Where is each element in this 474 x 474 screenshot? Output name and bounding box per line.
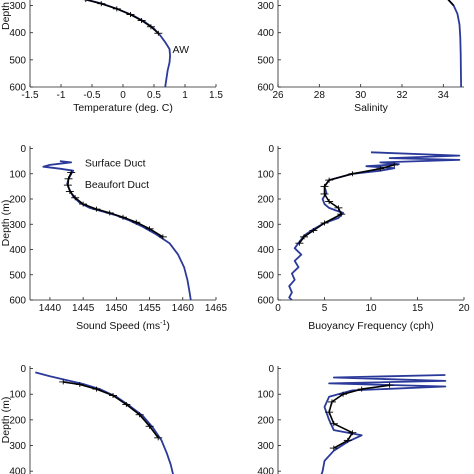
y-tick-label: 100 bbox=[257, 390, 274, 401]
y-tick-label: 200 bbox=[257, 415, 274, 426]
x-tick-label: 0 bbox=[275, 303, 281, 314]
x-tick-label: 1465 bbox=[205, 303, 228, 314]
y-tick-label: 500 bbox=[9, 55, 26, 66]
x-tick-label: 1440 bbox=[39, 303, 62, 314]
y-tick-label: 0 bbox=[20, 144, 26, 155]
x-axis-label: Buoyancy Frequency (cph) bbox=[308, 320, 433, 332]
chart-bottom-left: 0 100 200 300 400 Depth (m) bbox=[0, 364, 174, 474]
plot-area bbox=[35, 371, 174, 474]
plot-area bbox=[320, 374, 447, 474]
y-axis-label: Depth (m) bbox=[0, 200, 12, 247]
chart-bottom-right: 0 100 200 300 400 bbox=[257, 364, 447, 474]
x-tick-label: 0.5 bbox=[147, 90, 161, 101]
x-tick-label: 1455 bbox=[138, 303, 161, 314]
y-tick-label: 500 bbox=[9, 270, 26, 281]
x-tick-label: 20 bbox=[458, 303, 470, 314]
x-axis-label: Salinity bbox=[354, 102, 389, 114]
y-tick-label: 300 bbox=[257, 1, 274, 12]
y-tick-label: 400 bbox=[257, 28, 274, 39]
y-tick-label: 0 bbox=[268, 364, 274, 375]
y-tick-label: 400 bbox=[257, 245, 274, 256]
x-tick-label: 26 bbox=[272, 90, 284, 101]
y-tick-label: 400 bbox=[257, 467, 274, 474]
plot-area bbox=[81, 0, 172, 87]
y-tick-label: 600 bbox=[257, 83, 274, 94]
y-axis-label: Depth (m) bbox=[0, 397, 12, 444]
y-tick-label: 400 bbox=[9, 467, 26, 474]
model-series-line bbox=[447, 0, 462, 87]
x-tick-label: 0 bbox=[120, 90, 126, 101]
y-tick-label: 100 bbox=[9, 390, 26, 401]
x-tick-label: 30 bbox=[355, 90, 367, 101]
x-tick-label: 34 bbox=[438, 90, 450, 101]
y-tick-label: 600 bbox=[257, 296, 274, 307]
y-tick-label: 400 bbox=[9, 28, 26, 39]
y-tick-label: 200 bbox=[9, 195, 26, 206]
plot-area bbox=[42, 160, 192, 300]
chart-sound-speed: 0 100 200 300 400 500 600 1440 1445 1450 1455 1460 1… bbox=[0, 144, 228, 332]
y-tick-label: 0 bbox=[268, 144, 274, 155]
model-series-line bbox=[288, 151, 461, 300]
y-tick-label: 300 bbox=[257, 441, 274, 452]
y-tick-label: 100 bbox=[9, 169, 26, 180]
y-tick-label: 200 bbox=[257, 195, 274, 206]
x-tick-label: -1 bbox=[57, 90, 66, 101]
observed-series-line bbox=[447, 0, 455, 7]
model-series-line bbox=[35, 371, 174, 474]
x-tick-label: -1.5 bbox=[21, 90, 39, 101]
y-tick-label: 300 bbox=[9, 1, 26, 12]
y-tick-label: 100 bbox=[257, 169, 274, 180]
x-tick-label: 1 bbox=[182, 90, 188, 101]
y-tick-label: 0 bbox=[20, 364, 26, 375]
x-axis-label: Temperature (deg. C) bbox=[73, 102, 173, 114]
x-tick-label: 1445 bbox=[72, 303, 95, 314]
y-axis-label: Depth bbox=[0, 2, 12, 30]
model-series-line bbox=[320, 374, 447, 474]
chart-temperature: 300 400 500 600-1.5 -1 -0.5 0 0.5 1 1.5 Temperatur… bbox=[0, 0, 223, 114]
x-tick-label: 1460 bbox=[172, 303, 195, 314]
x-tick-label: 1450 bbox=[105, 303, 128, 314]
y-tick-label: 200 bbox=[9, 415, 26, 426]
y-tick-label: 400 bbox=[9, 245, 26, 256]
observed-series-line bbox=[83, 0, 159, 34]
x-tick-label: 5 bbox=[322, 303, 328, 314]
observed-series-line bbox=[63, 381, 159, 439]
x-tick-label: 10 bbox=[365, 303, 377, 314]
y-tick-label: 500 bbox=[257, 270, 274, 281]
x-tick-label: 32 bbox=[396, 90, 408, 101]
y-tick-label: 500 bbox=[257, 55, 274, 66]
model-series-line bbox=[42, 160, 192, 300]
plot-area bbox=[447, 0, 462, 87]
x-tick-label: 28 bbox=[314, 90, 326, 101]
plot-area bbox=[288, 151, 461, 300]
y-tick-label: 300 bbox=[9, 441, 26, 452]
annotation: Surface Duct bbox=[85, 157, 146, 169]
x-axis-label: Sound Speed (ms-1) bbox=[76, 320, 170, 332]
x-tick-label: -0.5 bbox=[83, 90, 101, 101]
y-tick-label: 300 bbox=[257, 220, 274, 231]
annotation: Beaufort Duct bbox=[85, 179, 149, 191]
y-tick-label: 600 bbox=[9, 83, 26, 94]
x-tick-label: 1.5 bbox=[209, 90, 223, 101]
y-tick-label: 600 bbox=[9, 296, 26, 307]
model-series-line bbox=[83, 0, 172, 87]
annotation: AW bbox=[173, 44, 190, 56]
y-tick-label: 300 bbox=[9, 220, 26, 231]
x-tick-label: 15 bbox=[412, 303, 424, 314]
